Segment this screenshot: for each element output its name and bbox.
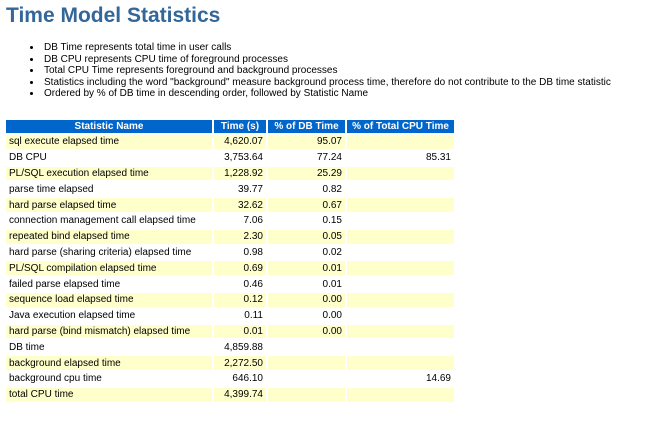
note-item: Ordered by % of DB time in descending or… <box>28 88 611 100</box>
table-row: Java execution elapsed time 0.11 0.00 <box>6 308 454 323</box>
note-item: DB CPU represents CPU time of foreground… <box>28 54 611 66</box>
time-cell: 0.01 <box>214 324 266 339</box>
pct-total-cpu-time-cell <box>347 213 454 228</box>
pct-db-time-cell: 0.01 <box>268 277 345 291</box>
time-cell: 2.30 <box>214 229 266 244</box>
statistic-name-cell: sequence load elapsed time <box>6 292 212 307</box>
column-header-pct-total-cpu-time: % of Total CPU Time <box>347 120 454 133</box>
notes-list: DB Time represents total time in user ca… <box>28 42 611 100</box>
column-header-pct-db-time: % of DB Time <box>268 120 345 133</box>
pct-db-time-cell <box>268 387 345 402</box>
statistic-name-cell: background cpu time <box>6 371 212 386</box>
pct-db-time-cell: 0.00 <box>268 324 345 339</box>
statistic-name-cell: connection management call elapsed time <box>6 213 212 228</box>
pct-total-cpu-time-cell <box>347 308 454 323</box>
column-header-time: Time (s) <box>214 120 266 133</box>
statistic-name-cell: PL/SQL compilation elapsed time <box>6 261 212 276</box>
pct-db-time-cell: 0.05 <box>268 229 345 244</box>
pct-db-time-cell: 0.82 <box>268 182 345 197</box>
pct-db-time-cell <box>268 371 345 386</box>
time-cell: 0.12 <box>214 292 266 307</box>
statistic-name-cell: failed parse elapsed time <box>6 277 212 291</box>
statistic-name-cell: hard parse (sharing criteria) elapsed ti… <box>6 245 212 260</box>
time-cell: 0.46 <box>214 277 266 291</box>
table-row: hard parse (bind mismatch) elapsed time 0… <box>6 324 454 339</box>
pct-total-cpu-time-cell <box>347 135 454 149</box>
page-title: Time Model Statistics <box>6 4 221 27</box>
time-cell: 4,399.74 <box>214 387 266 402</box>
pct-total-cpu-time-cell: 85.31 <box>347 150 454 165</box>
pct-total-cpu-time-cell <box>347 198 454 212</box>
statistic-name-cell: parse time elapsed <box>6 182 212 197</box>
table-row: DB CPU 3,753.64 77.24 85.31 <box>6 150 454 165</box>
table-row: failed parse elapsed time 0.46 0.01 <box>6 277 454 291</box>
pct-total-cpu-time-cell <box>347 229 454 244</box>
time-model-statistics-table: Statistic Name Time (s) % of DB Time % o… <box>4 118 456 404</box>
time-cell: 2,272.50 <box>214 356 266 370</box>
table-row: PL/SQL compilation elapsed time 0.69 0.01 <box>6 261 454 276</box>
time-cell: 7.06 <box>214 213 266 228</box>
statistic-name-cell: DB time <box>6 340 212 355</box>
pct-db-time-cell: 77.24 <box>268 150 345 165</box>
table-row: hard parse elapsed time 32.62 0.67 <box>6 198 454 212</box>
pct-total-cpu-time-cell <box>347 277 454 291</box>
table-row: connection management call elapsed time 7… <box>6 213 454 228</box>
table-row: total CPU time 4,399.74 <box>6 387 454 402</box>
note-item: Statistics including the word "backgroun… <box>28 77 611 89</box>
time-cell: 0.98 <box>214 245 266 260</box>
pct-total-cpu-time-cell <box>347 245 454 260</box>
pct-db-time-cell: 0.01 <box>268 261 345 276</box>
note-item: Total CPU Time represents foreground and… <box>28 65 611 77</box>
statistic-name-cell: hard parse (bind mismatch) elapsed time <box>6 324 212 339</box>
pct-db-time-cell <box>268 356 345 370</box>
time-cell: 32.62 <box>214 198 266 212</box>
table-body: sql execute elapsed time 4,620.07 95.07 DB … <box>6 135 454 402</box>
time-cell: 3,753.64 <box>214 150 266 165</box>
table-row: repeated bind elapsed time 2.30 0.05 <box>6 229 454 244</box>
time-cell: 39.77 <box>214 182 266 197</box>
pct-db-time-cell <box>268 340 345 355</box>
pct-db-time-cell: 0.00 <box>268 308 345 323</box>
pct-total-cpu-time-cell <box>347 166 454 181</box>
table-header-row: Statistic Name Time (s) % of DB Time % o… <box>6 120 454 133</box>
pct-db-time-cell: 25.29 <box>268 166 345 181</box>
time-cell: 646.10 <box>214 371 266 386</box>
statistic-name-cell: Java execution elapsed time <box>6 308 212 323</box>
pct-total-cpu-time-cell <box>347 261 454 276</box>
pct-db-time-cell: 0.02 <box>268 245 345 260</box>
time-cell: 4,859.88 <box>214 340 266 355</box>
table-row: DB time 4,859.88 <box>6 340 454 355</box>
pct-total-cpu-time-cell <box>347 356 454 370</box>
pct-db-time-cell: 0.67 <box>268 198 345 212</box>
pct-total-cpu-time-cell <box>347 324 454 339</box>
table-row: background cpu time 646.10 14.69 <box>6 371 454 386</box>
pct-total-cpu-time-cell: 14.69 <box>347 371 454 386</box>
pct-total-cpu-time-cell <box>347 292 454 307</box>
time-cell: 1,228.92 <box>214 166 266 181</box>
statistic-name-cell: PL/SQL execution elapsed time <box>6 166 212 181</box>
statistic-name-cell: total CPU time <box>6 387 212 402</box>
statistic-name-cell: DB CPU <box>6 150 212 165</box>
table-row: sequence load elapsed time 0.12 0.00 <box>6 292 454 307</box>
statistic-name-cell: repeated bind elapsed time <box>6 229 212 244</box>
statistic-name-cell: sql execute elapsed time <box>6 135 212 149</box>
pct-db-time-cell: 0.00 <box>268 292 345 307</box>
time-cell: 0.11 <box>214 308 266 323</box>
pct-total-cpu-time-cell <box>347 387 454 402</box>
table-row: parse time elapsed 39.77 0.82 <box>6 182 454 197</box>
table-row: PL/SQL execution elapsed time 1,228.92 25.… <box>6 166 454 181</box>
pct-total-cpu-time-cell <box>347 182 454 197</box>
pct-total-cpu-time-cell <box>347 340 454 355</box>
time-cell: 4,620.07 <box>214 135 266 149</box>
table-row: sql execute elapsed time 4,620.07 95.07 <box>6 135 454 149</box>
table-row: hard parse (sharing criteria) elapsed ti… <box>6 245 454 260</box>
statistic-name-cell: background elapsed time <box>6 356 212 370</box>
pct-db-time-cell: 95.07 <box>268 135 345 149</box>
time-cell: 0.69 <box>214 261 266 276</box>
statistic-name-cell: hard parse elapsed time <box>6 198 212 212</box>
note-item: DB Time represents total time in user ca… <box>28 42 611 54</box>
pct-db-time-cell: 0.15 <box>268 213 345 228</box>
table-row: background elapsed time 2,272.50 <box>6 356 454 370</box>
column-header-statistic-name: Statistic Name <box>6 120 212 133</box>
